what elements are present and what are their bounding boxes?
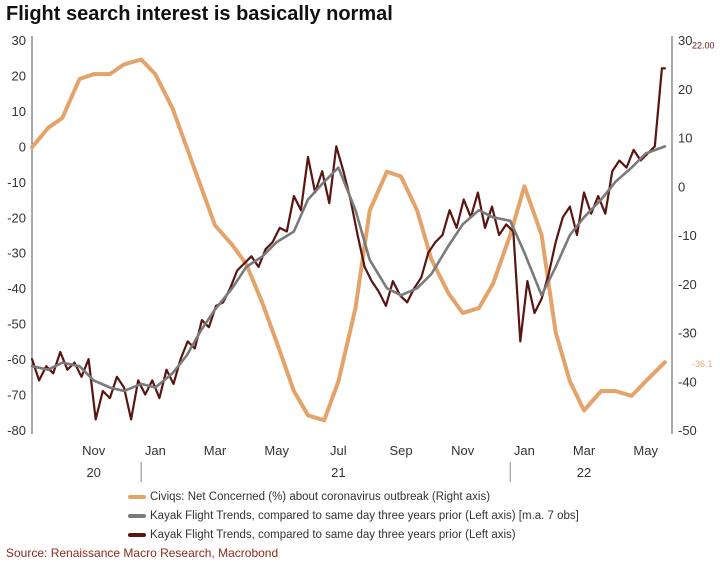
x-month-label: May [264, 443, 289, 458]
right-axis-tick-label: -20 [678, 277, 697, 292]
x-month-label: Nov [82, 443, 106, 458]
x-year-label: 22 [577, 465, 591, 480]
legend-swatch-kayak-ma [128, 513, 146, 518]
source-note: Source: Renaissance Macro Research, Macr… [6, 546, 279, 560]
legend-item-kayak: Kayak Flight Trends, compared to same da… [128, 525, 579, 544]
left-axis-tick-label: -20 [7, 210, 26, 225]
legend-swatch-kayak [128, 532, 146, 537]
left-axis-tick-label: 10 [12, 104, 26, 119]
right-axis-tick-label: -10 [678, 228, 697, 243]
last-value-annotation-civiqs: -36.1 [692, 359, 713, 369]
left-axis-tick-label: -50 [7, 317, 26, 332]
right-axis-tick-label: 10 [678, 131, 692, 146]
x-axis-year-labels: 20 21 22 [86, 465, 591, 480]
x-month-label: May [633, 443, 658, 458]
left-axis-tick-label: 20 [12, 68, 26, 83]
x-year-label: 20 [86, 465, 100, 480]
x-month-label: Jan [145, 443, 166, 458]
legend-label-kayak-ma: Kayak Flight Trends, compared to same da… [150, 509, 579, 522]
x-month-label: Jul [330, 443, 347, 458]
x-month-label: Mar [204, 443, 227, 458]
series-lines [30, 57, 667, 423]
chart-title: Flight search interest is basically norm… [6, 3, 393, 25]
left-axis-tick-label: -10 [7, 175, 26, 190]
last-value-annotation-kayak: 22.00 [692, 40, 715, 50]
kayak-flight-trends-ma-line [30, 145, 667, 393]
x-year-label: 21 [331, 465, 345, 480]
right-axis-tick-label: 20 [678, 82, 692, 97]
annotations: 22.00 -36.1 [692, 40, 715, 369]
left-axis-tick-label: -30 [7, 246, 26, 261]
legend-item-civiqs: Civiqs: Net Concerned (%) about coronavi… [128, 487, 579, 506]
left-axis-tick-label: 0 [19, 139, 26, 154]
right-axis-tick-label: -40 [678, 374, 697, 389]
left-axis-tick-label: -40 [7, 281, 26, 296]
civiqs-net-concerned-line [30, 57, 667, 423]
x-month-label: Mar [573, 443, 596, 458]
left-axis-tick-label: -80 [7, 423, 26, 438]
right-axis-tick-label: 30 [678, 33, 692, 48]
kayak-flight-trends-line [30, 67, 667, 421]
left-axis-tick-label: 30 [12, 33, 26, 48]
x-month-label: Sep [389, 443, 412, 458]
left-axis-tick-label: -60 [7, 352, 26, 367]
axes [31, 36, 673, 482]
x-month-label: Jan [514, 443, 535, 458]
legend-label-kayak: Kayak Flight Trends, compared to same da… [150, 528, 516, 541]
right-axis-tick-labels: 30 20 10 0 -10 -20 -30 -40 -50 [678, 33, 697, 438]
right-axis-tick-label: -50 [678, 423, 697, 438]
x-axis-month-labels: Nov Jan Mar May Jul Sep Nov Jan Mar May [82, 443, 658, 458]
legend-label-civiqs: Civiqs: Net Concerned (%) about coronavi… [150, 490, 491, 503]
x-month-label: Nov [451, 443, 475, 458]
right-axis-tick-label: -30 [678, 326, 697, 341]
left-axis-tick-labels: 30 20 10 0 -10 -20 -30 -40 -50 -60 -70 -80 [7, 33, 26, 438]
legend-swatch-civiqs [128, 494, 146, 499]
left-axis-tick-label: -70 [7, 388, 26, 403]
legend-item-kayak-ma: Kayak Flight Trends, compared to same da… [128, 506, 579, 525]
legend: Civiqs: Net Concerned (%) about coronavi… [128, 487, 579, 544]
right-axis-tick-label: 0 [678, 179, 685, 194]
